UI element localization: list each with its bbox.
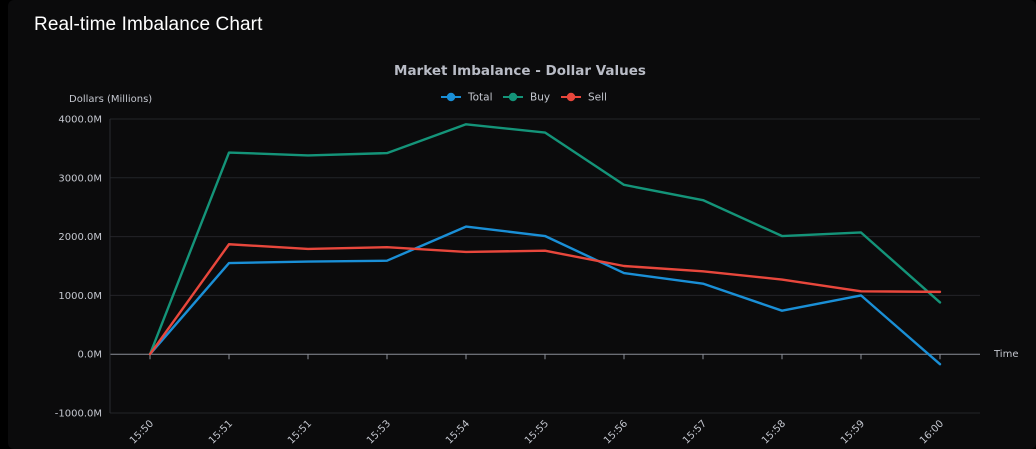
panel-title: Real-time Imbalance Chart: [34, 14, 263, 35]
x-tick-label: 15:53: [365, 418, 393, 446]
legend-label: Sell: [588, 92, 607, 104]
series-lines: [148, 123, 942, 366]
chart-panel: Real-time Imbalance Chart: [8, 0, 1036, 449]
y-tick-label: 2000.0M: [58, 232, 102, 243]
x-axis: 15:50 15:51 15:51 15:53 15:54 15:55 15:56 15:57…: [128, 354, 946, 447]
series-line-total: [148, 225, 942, 366]
legend-marker: [446, 92, 456, 102]
legend-item-buy[interactable]: Buy: [503, 92, 550, 104]
x-axis-label: Time: [993, 349, 1018, 360]
legend-label: Total: [467, 92, 493, 104]
legend-marker: [508, 92, 518, 102]
grid-lines: [110, 118, 980, 414]
x-tick-label: 15:58: [760, 418, 788, 446]
y-tick-label: 3000.0M: [58, 173, 102, 184]
x-tick-label: 15:57: [681, 418, 709, 446]
y-axis-label: Dollars (Millions): [69, 94, 152, 105]
series-line-sell: [148, 243, 942, 356]
y-tick-label: 0.0M: [77, 350, 102, 361]
y-tick-label: 4000.0M: [58, 115, 102, 126]
x-tick-label: 15:59: [839, 418, 867, 446]
legend-marker: [566, 92, 576, 102]
chart-title: Market Imbalance - Dollar Values: [394, 63, 646, 79]
legend[interactable]: Total Buy Sell: [441, 92, 607, 104]
x-tick-label: 15:55: [523, 418, 551, 446]
legend-label: Buy: [530, 92, 550, 104]
x-tick-label: 16:00: [918, 418, 946, 446]
x-tick-label: 15:50: [128, 418, 156, 446]
series-line-buy: [148, 123, 942, 356]
x-tick-label: 15:54: [444, 418, 472, 446]
y-axis: -1000.0M 0.0M 1000.0M 2000.0M 3000.0M 4000.0M: [55, 115, 111, 420]
legend-item-sell[interactable]: Sell: [561, 92, 607, 104]
y-tick-label: 1000.0M: [58, 291, 102, 302]
x-tick-label: 15:56: [602, 418, 630, 446]
x-tick-label: 15:51: [207, 418, 235, 446]
x-tick-label: 15:51: [286, 418, 314, 446]
y-tick-label: -1000.0M: [55, 409, 102, 420]
legend-item-total[interactable]: Total: [441, 92, 493, 104]
